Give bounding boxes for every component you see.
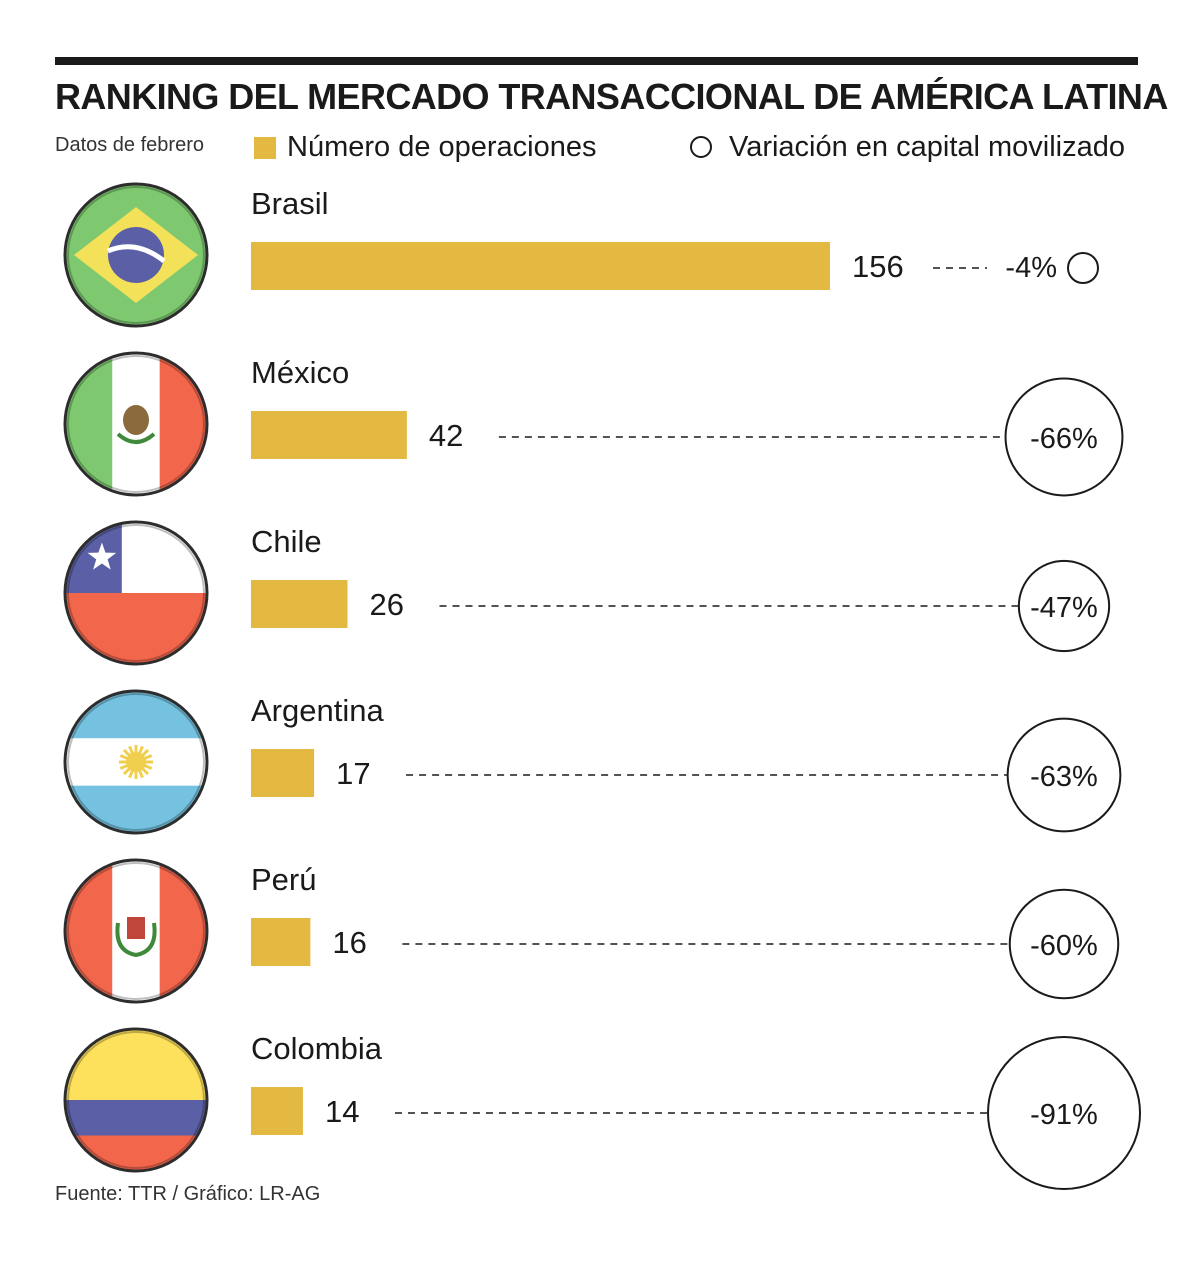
value-label: 26 (370, 587, 404, 622)
country-label: Argentina (251, 693, 384, 728)
variation-circle (1008, 888, 1120, 1000)
value-label: 156 (852, 249, 904, 284)
variation-circle (1017, 559, 1111, 653)
variation-label: -66% (1030, 423, 1098, 455)
value-label: 42 (429, 418, 463, 453)
legend-bar-label: Número de operaciones (287, 131, 597, 163)
value-label: 17 (336, 756, 370, 791)
flag-ring (63, 689, 209, 835)
value-label: 16 (332, 925, 366, 960)
bar-operations (251, 242, 830, 290)
country-label: Chile (251, 524, 322, 559)
flag-ring (63, 182, 209, 328)
flag-ring (63, 520, 209, 666)
brazil-flag-icon (65, 184, 207, 326)
variation-circle (1067, 252, 1099, 284)
variation-circle (1006, 717, 1122, 833)
top-rule (55, 57, 1138, 65)
chart-subtitle: Datos de febrero (55, 134, 204, 156)
variation-label: -4% (1005, 252, 1057, 284)
bar-operations (251, 411, 407, 459)
variation-label: -60% (1030, 930, 1098, 962)
value-label: 14 (325, 1094, 359, 1129)
flag-ring (63, 1027, 209, 1173)
variation-label: -47% (1030, 592, 1098, 624)
bar-operations (251, 1087, 303, 1135)
chart-title: RANKING DEL MERCADO TRANSACCIONAL DE AMÉ… (55, 76, 1168, 117)
bar-operations (251, 918, 311, 966)
variation-circle (987, 1036, 1141, 1190)
country-label: Colombia (251, 1031, 383, 1066)
bar-operations (251, 580, 348, 628)
country-label: Brasil (251, 186, 329, 221)
legend-circle-icon (690, 136, 712, 158)
variation-circle (1004, 377, 1124, 497)
country-label: México (251, 355, 349, 390)
country-label: Perú (251, 862, 316, 897)
variation-label: -91% (1030, 1099, 1098, 1131)
bar-operations (251, 749, 315, 797)
legend-circle-label: Variación en capital movilizado (729, 131, 1126, 163)
flag-ring (63, 858, 209, 1004)
variation-label: -63% (1030, 761, 1098, 793)
flag-ring (63, 351, 209, 497)
legend-bar-swatch (254, 137, 276, 159)
source-note: Fuente: TTR / Gráfico: LR-AG (55, 1183, 321, 1205)
